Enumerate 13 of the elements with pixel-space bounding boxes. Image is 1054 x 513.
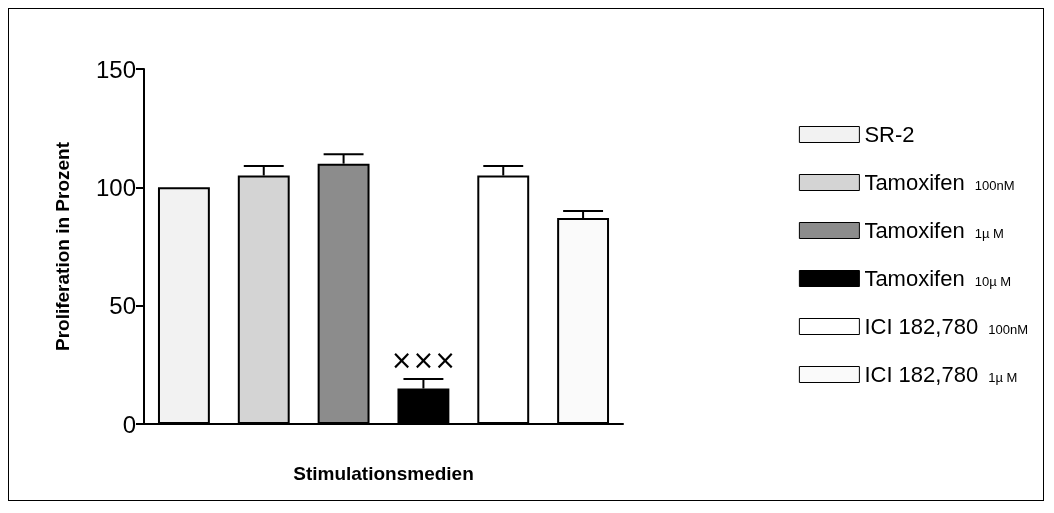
annotation: ××× (390, 345, 457, 376)
y-tick-label: 150 (95, 55, 136, 83)
x-axis-title: Stimulationsmedien (293, 463, 474, 484)
y-tick-label: 0 (122, 410, 136, 438)
y-tick-label: 100 (95, 173, 136, 201)
legend-label: Tamoxifen 10µ M (864, 266, 1012, 291)
legend-label: SR-2 (864, 122, 915, 147)
y-tick-label: 50 (109, 292, 136, 320)
legend-label: ICI 182,780 100nM (864, 314, 1028, 339)
legend-label: Tamoxifen 100nM (864, 170, 1015, 195)
legend-label: Tamoxifen 1µ M (864, 218, 1004, 243)
y-axis-title: Proliferation in Prozent (52, 141, 73, 352)
legend-label: ICI 182,780 1µ M (864, 362, 1018, 387)
